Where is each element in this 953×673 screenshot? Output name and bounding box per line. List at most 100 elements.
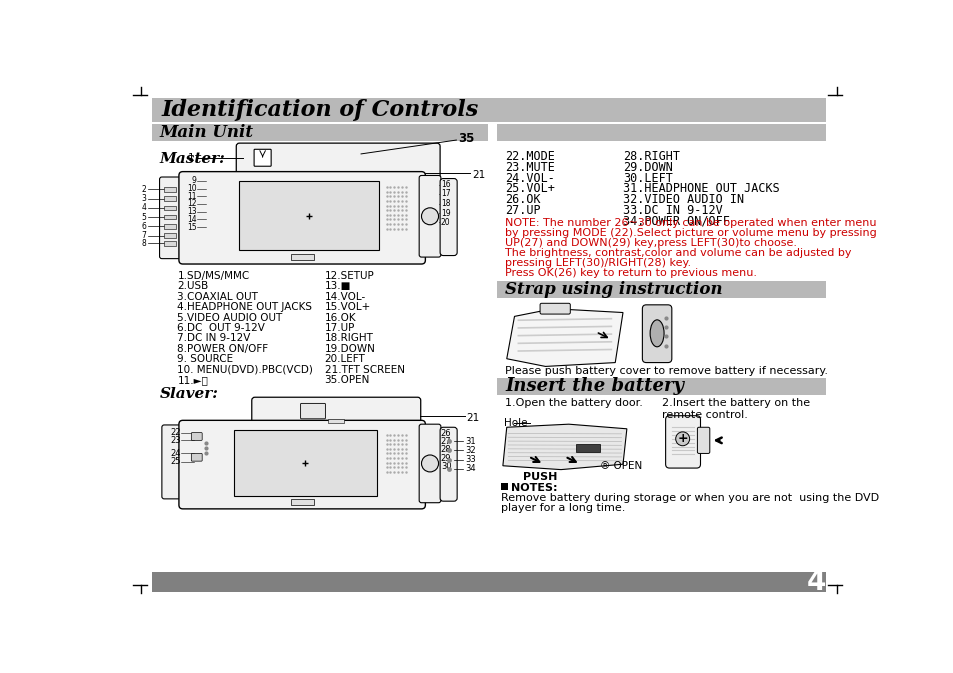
Text: NOTES:: NOTES: (510, 483, 557, 493)
Text: 8.POWER ON/OFF: 8.POWER ON/OFF (177, 344, 268, 354)
FancyBboxPatch shape (152, 98, 825, 122)
Text: The brightness, contrast,color and volume can be adjusted by: The brightness, contrast,color and volum… (505, 248, 851, 258)
Text: 12: 12 (187, 199, 196, 209)
Text: 34: 34 (464, 464, 475, 473)
FancyBboxPatch shape (159, 177, 181, 258)
Text: 12.SETUP: 12.SETUP (324, 271, 374, 281)
FancyBboxPatch shape (152, 572, 825, 592)
Text: 18.RIGHT: 18.RIGHT (324, 333, 374, 343)
Text: 16.OK: 16.OK (324, 312, 355, 322)
Text: 24: 24 (171, 449, 181, 458)
Circle shape (421, 208, 438, 225)
FancyBboxPatch shape (192, 433, 202, 440)
FancyBboxPatch shape (162, 425, 182, 499)
FancyBboxPatch shape (497, 378, 825, 395)
FancyBboxPatch shape (539, 304, 570, 314)
FancyBboxPatch shape (641, 305, 671, 363)
Text: 5: 5 (141, 213, 146, 221)
FancyBboxPatch shape (665, 416, 700, 468)
Text: 28: 28 (440, 445, 451, 454)
Text: 30.LEFT: 30.LEFT (622, 172, 672, 184)
Text: 10: 10 (187, 184, 196, 193)
FancyBboxPatch shape (300, 403, 325, 419)
Text: 20.LEFT: 20.LEFT (324, 354, 365, 364)
FancyBboxPatch shape (328, 419, 344, 423)
FancyBboxPatch shape (418, 424, 440, 503)
Text: 14: 14 (187, 215, 196, 224)
Text: 15.VOL+: 15.VOL+ (324, 302, 371, 312)
FancyBboxPatch shape (239, 181, 378, 250)
Text: 18: 18 (440, 199, 450, 209)
Text: 2: 2 (141, 185, 146, 194)
Text: 34.POWER ON/OFF: 34.POWER ON/OFF (622, 215, 729, 227)
FancyBboxPatch shape (164, 241, 175, 246)
FancyBboxPatch shape (164, 187, 175, 192)
Text: 14.VOL-: 14.VOL- (324, 291, 366, 302)
FancyBboxPatch shape (233, 430, 377, 496)
Text: 35.OPEN: 35.OPEN (324, 375, 370, 385)
Text: 30: 30 (440, 462, 451, 471)
Text: Please push battery cover to remove battery if necessary.: Please push battery cover to remove batt… (505, 366, 827, 376)
FancyBboxPatch shape (179, 421, 425, 509)
Text: Main Unit: Main Unit (159, 124, 253, 141)
Text: 13.■: 13.■ (324, 281, 351, 291)
Text: 23: 23 (171, 436, 181, 445)
Text: 2.Insert the battery on the
remote control.: 2.Insert the battery on the remote contr… (661, 398, 809, 419)
Text: 21.TFT SCREEN: 21.TFT SCREEN (324, 365, 404, 374)
FancyBboxPatch shape (418, 176, 440, 257)
Text: by pressing MODE (22).Select picture or volume menu by pressing: by pressing MODE (22).Select picture or … (505, 228, 876, 238)
Text: 9: 9 (192, 176, 196, 185)
Text: 32.VIDEO AUDIO IN: 32.VIDEO AUDIO IN (622, 193, 743, 206)
FancyBboxPatch shape (164, 215, 175, 219)
Text: 20: 20 (440, 218, 450, 227)
Circle shape (675, 432, 689, 446)
Text: 19.DOWN: 19.DOWN (324, 344, 375, 354)
Ellipse shape (649, 320, 663, 347)
FancyBboxPatch shape (164, 234, 175, 238)
FancyBboxPatch shape (439, 427, 456, 501)
Text: pressing LEFT(30)/RIGHT(28) key.: pressing LEFT(30)/RIGHT(28) key. (505, 258, 691, 268)
Polygon shape (502, 424, 626, 470)
Text: 15: 15 (187, 223, 196, 232)
Text: 25.VOL+: 25.VOL+ (505, 182, 555, 195)
Text: player for a long time.: player for a long time. (500, 503, 624, 513)
Text: 27: 27 (440, 437, 451, 446)
Circle shape (421, 455, 438, 472)
Text: 7: 7 (141, 231, 146, 240)
FancyBboxPatch shape (236, 143, 439, 178)
Text: PUSH: PUSH (522, 472, 557, 482)
Text: UP(27) and DOWN(29) key,press LEFT(30)to choose.: UP(27) and DOWN(29) key,press LEFT(30)to… (505, 238, 797, 248)
Text: 23.MUTE: 23.MUTE (505, 161, 555, 174)
Text: NOTE: The number 26~30 only can be operated when enter menu: NOTE: The number 26~30 only can be opera… (505, 218, 876, 228)
Text: 29: 29 (440, 454, 451, 462)
Text: 26: 26 (440, 429, 451, 438)
FancyBboxPatch shape (497, 281, 825, 298)
Text: 4.HEADPHONE OUT JACKS: 4.HEADPHONE OUT JACKS (177, 302, 312, 312)
FancyBboxPatch shape (164, 224, 175, 229)
Text: Press OK(26) key to return to previous menu.: Press OK(26) key to return to previous m… (505, 268, 757, 278)
Text: Insert the battery: Insert the battery (505, 378, 683, 396)
FancyBboxPatch shape (164, 197, 175, 201)
Text: 1.SD/MS/MMC: 1.SD/MS/MMC (177, 271, 250, 281)
Text: 31: 31 (464, 437, 475, 446)
Text: 21: 21 (466, 413, 479, 423)
Text: 6: 6 (141, 222, 146, 231)
Text: 35: 35 (457, 132, 474, 145)
Text: Remove battery during storage or when you are not  using the DVD: Remove battery during storage or when yo… (500, 493, 878, 503)
Text: 28.RIGHT: 28.RIGHT (622, 150, 679, 163)
FancyBboxPatch shape (179, 172, 425, 264)
FancyBboxPatch shape (439, 178, 456, 256)
Text: 5.VIDEO AUDIO OUT: 5.VIDEO AUDIO OUT (177, 312, 282, 322)
Text: 1.Open the battery door.: 1.Open the battery door. (505, 398, 642, 408)
FancyBboxPatch shape (252, 397, 420, 427)
Text: ® OPEN: ® OPEN (599, 461, 641, 471)
Text: Strap using instruction: Strap using instruction (505, 281, 722, 298)
Text: 13: 13 (187, 207, 196, 216)
Text: 17: 17 (440, 190, 450, 199)
Text: 25: 25 (171, 458, 181, 466)
Text: 16: 16 (440, 180, 450, 189)
Text: 33.DC IN 9-12V: 33.DC IN 9-12V (622, 204, 722, 217)
Text: +: + (677, 432, 687, 446)
FancyBboxPatch shape (164, 205, 175, 210)
Text: Slaver:: Slaver: (159, 387, 218, 401)
